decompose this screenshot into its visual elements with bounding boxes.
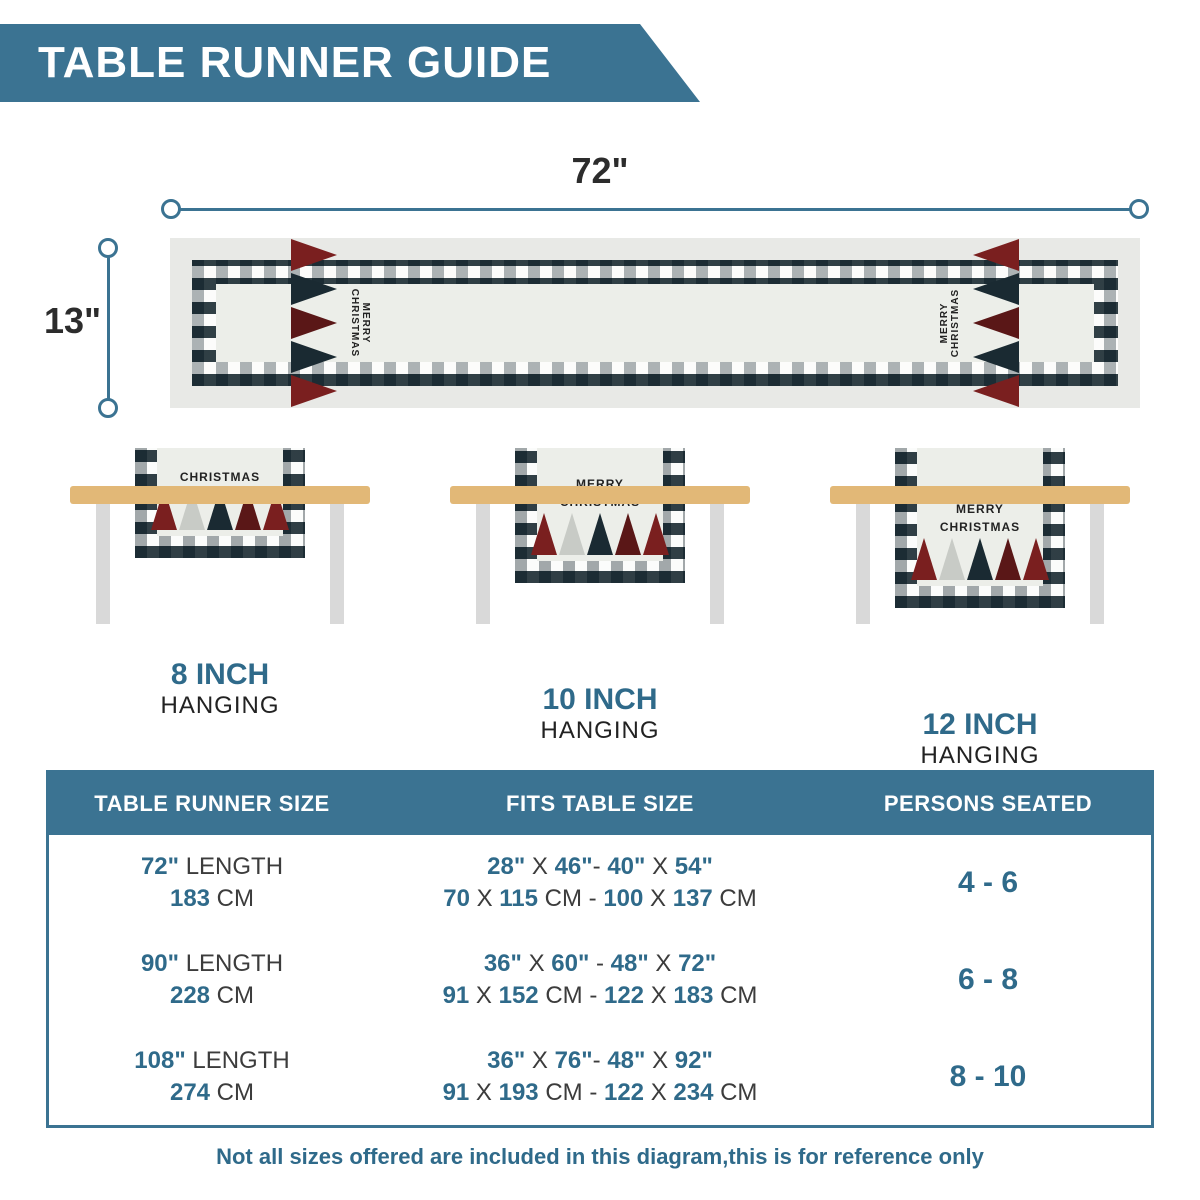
dimension-diagram: 72" 13" MERRY CHRISTMAS MERRY CHRISTMAS: [40, 150, 1160, 430]
size-table: TABLE RUNNER SIZE FITS TABLE SIZE PERSON…: [46, 770, 1154, 1128]
height-label: 13": [44, 300, 101, 342]
table-leg: [330, 504, 344, 624]
hanging-inches: 8 INCH: [60, 658, 380, 692]
tree-icon: [911, 538, 1049, 580]
cell-fits: 36" X 60" - 48" X 72" 91 X 152 CM - 122 …: [375, 932, 825, 1029]
merry-text: CHRISTMAS: [180, 470, 260, 484]
cell-fits: 36" X 76"- 48" X 92" 91 X 193 CM - 122 X…: [375, 1029, 825, 1126]
hanging-examples: CHRISTMAS 8 INCH HANGING MERRY CHRISTMAS: [60, 448, 1140, 748]
hanging-word: HANGING: [440, 717, 760, 745]
hanging-word: HANGING: [820, 742, 1140, 770]
cell-size: 72" LENGTH 183 CM: [49, 835, 375, 932]
table-illustration: CHRISTMAS: [70, 448, 370, 588]
merry-text: MERRY: [956, 502, 1004, 516]
title-banner: TABLE RUNNER GUIDE: [0, 24, 640, 102]
tree-icon: [531, 513, 669, 555]
tree-icon: [291, 239, 337, 407]
cell-persons: 6 - 8: [825, 947, 1151, 1013]
hanging-label: 8 INCH HANGING: [60, 658, 380, 720]
hanging-inches: 10 INCH: [440, 683, 760, 717]
hanging-label: 10 INCH HANGING: [440, 683, 760, 745]
height-line: [107, 248, 110, 408]
dim-marker-icon: [98, 398, 118, 418]
table-row: 108" LENGTH 274 CM 36" X 76"- 48" X 92" …: [49, 1029, 1151, 1126]
table-row: 72" LENGTH 183 CM 28" X 46"- 40" X 54" 7…: [49, 835, 1151, 932]
hanging-example: MERRY CHRISTMAS 10 INCH HANGING: [440, 448, 760, 748]
runner-drape: MERRY CHRISTMAS: [895, 448, 1065, 608]
runner-center: MERRY CHRISTMAS MERRY CHRISTMAS: [216, 284, 1094, 362]
tree-icon: [973, 239, 1019, 407]
col-header: FITS TABLE SIZE: [375, 773, 825, 835]
cell-size: 108" LENGTH 274 CM: [49, 1029, 375, 1126]
dim-marker-icon: [161, 199, 181, 219]
drape-art: MERRY CHRISTMAS: [537, 456, 663, 555]
footnote: Not all sizes offered are included in th…: [0, 1144, 1200, 1170]
dim-marker-icon: [1129, 199, 1149, 219]
cell-persons: 4 - 6: [825, 850, 1151, 916]
hanging-example: CHRISTMAS 8 INCH HANGING: [60, 448, 380, 748]
width-label: 72": [40, 150, 1160, 192]
width-line: [170, 208, 1140, 211]
runner-illustration: MERRY CHRISTMAS MERRY CHRISTMAS: [170, 238, 1140, 408]
hanging-inches: 12 INCH: [820, 708, 1140, 742]
cell-fits: 28" X 46"- 40" X 54" 70 X 115 CM - 100 X…: [375, 835, 825, 932]
table-top: [830, 486, 1130, 504]
table-leg: [710, 504, 724, 624]
table-header: TABLE RUNNER SIZE FITS TABLE SIZE PERSON…: [49, 773, 1151, 835]
table-top: [70, 486, 370, 504]
runner-drape: MERRY CHRISTMAS: [515, 448, 685, 583]
col-header: TABLE RUNNER SIZE: [49, 773, 375, 835]
cell-size: 90" LENGTH 228 CM: [49, 932, 375, 1029]
cell-persons: 8 - 10: [825, 1044, 1151, 1110]
table-illustration: MERRY CHRISTMAS: [450, 448, 750, 588]
table-leg: [476, 504, 490, 624]
christmas-text: CHRISTMAS: [940, 520, 1020, 534]
table-row: 90" LENGTH 228 CM 36" X 60" - 48" X 72" …: [49, 932, 1151, 1029]
table-leg: [1090, 504, 1104, 624]
hanging-example: MERRY CHRISTMAS 12 INCH HANGING: [820, 448, 1140, 748]
hanging-label: 12 INCH HANGING: [820, 708, 1140, 770]
table-leg: [856, 504, 870, 624]
col-header: PERSONS SEATED: [825, 773, 1151, 835]
dim-marker-icon: [98, 238, 118, 258]
table-illustration: MERRY CHRISTMAS: [830, 448, 1130, 588]
table-top: [450, 486, 750, 504]
merry-christmas-text: MERRY CHRISTMAS: [939, 289, 961, 357]
hanging-word: HANGING: [60, 692, 380, 720]
drape-art: MERRY CHRISTMAS: [917, 456, 1043, 580]
table-leg: [96, 504, 110, 624]
title-text: TABLE RUNNER GUIDE: [38, 38, 551, 88]
merry-christmas-text: MERRY CHRISTMAS: [349, 289, 371, 357]
